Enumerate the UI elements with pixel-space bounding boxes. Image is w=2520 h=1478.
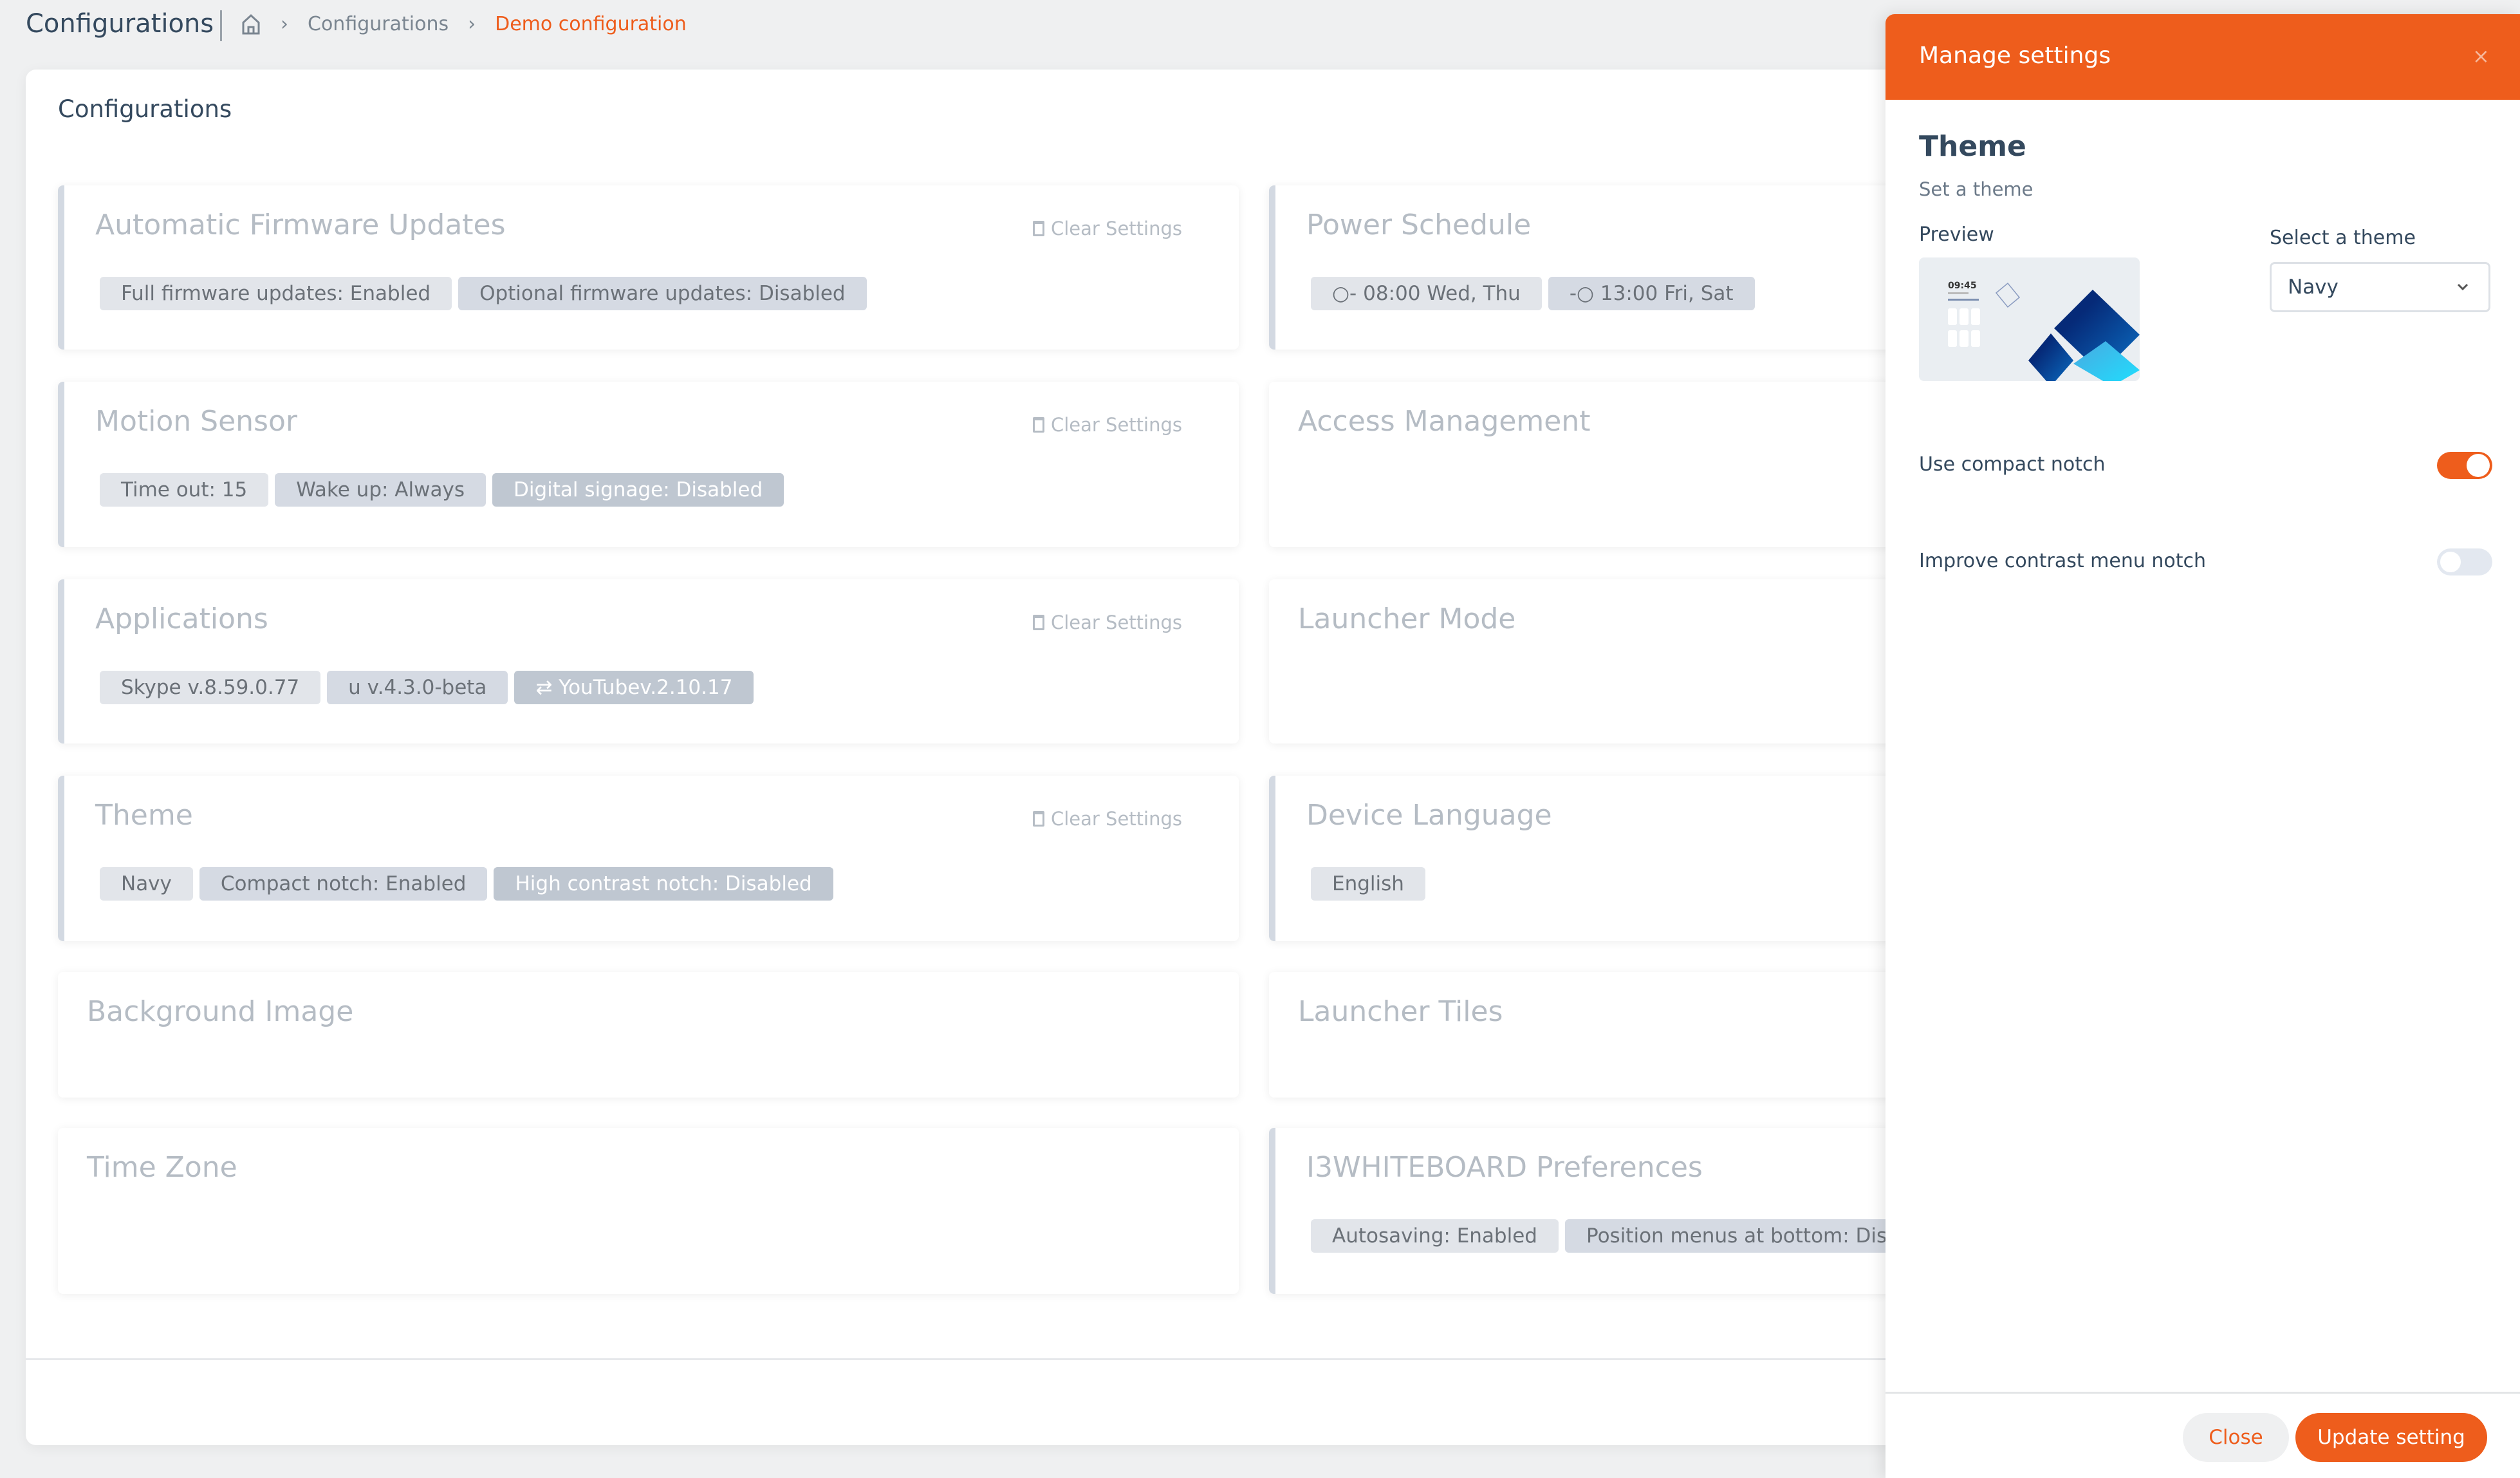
setting-tag: ⇄ YouTubev.2.10.17	[514, 671, 754, 704]
drawer-header	[1885, 14, 2520, 100]
config-card[interactable]: Theme Clear Settings Navy Compact notch: En…	[58, 776, 1239, 941]
contrast-notch-label: Improve contrast menu notch	[1919, 550, 2207, 572]
setting-tag: Autosaving: Enabled	[1311, 1219, 1559, 1253]
theme-select-value: Navy	[2288, 276, 2339, 299]
breadcrumb: › Configurations › Demo configuration	[241, 13, 687, 35]
update-setting-button[interactable]: Update setting	[2295, 1413, 2487, 1462]
theme-preview-image: 09:45	[1919, 257, 2140, 381]
clear-settings-label: Clear Settings	[1050, 414, 1182, 436]
tag-list: Full firmware updates: Enabled Optional f…	[100, 277, 867, 310]
config-card[interactable]: Automatic Firmware Updates Clear Settings…	[58, 185, 1239, 350]
chevron-down-icon	[2457, 283, 2469, 291]
clear-settings-button[interactable]: Clear Settings	[1032, 808, 1182, 830]
clear-settings-button[interactable]: Clear Settings	[1032, 218, 1182, 239]
compact-notch-toggle[interactable]	[2437, 452, 2492, 479]
config-card[interactable]: Applications Clear Settings Skype v.8.59.0…	[58, 579, 1239, 744]
panel-heading: Configurations	[58, 95, 232, 123]
card-title: Motion Sensor	[95, 405, 297, 438]
clear-settings-button[interactable]: Clear Settings	[1032, 414, 1182, 436]
setting-tag: -○ 13:00 Fri, Sat	[1548, 277, 1755, 310]
trash-icon	[1032, 811, 1044, 827]
setting-tag: u v.4.3.0-beta	[327, 671, 508, 704]
setting-tag: Wake up: Always	[275, 473, 486, 507]
divider	[26, 1358, 1885, 1360]
setting-tag: Full firmware updates: Enabled	[100, 277, 452, 310]
clear-settings-label: Clear Settings	[1050, 218, 1182, 239]
tag-list: English	[1311, 867, 1425, 901]
card-title: Launcher Tiles	[1298, 995, 1503, 1028]
select-theme-label: Select a theme	[2270, 227, 2416, 249]
home-icon[interactable]	[241, 14, 261, 35]
trash-icon	[1032, 221, 1044, 236]
setting-tag: Compact notch: Enabled	[199, 867, 488, 901]
page-title: Configurations	[26, 9, 214, 39]
contrast-notch-toggle[interactable]	[2437, 548, 2492, 575]
card-title: Applications	[95, 603, 268, 635]
close-button[interactable]: Close	[2183, 1413, 2289, 1462]
setting-tag: ○- 08:00 Wed, Thu	[1311, 277, 1542, 310]
breadcrumb-configurations[interactable]: Configurations	[308, 13, 449, 35]
close-icon[interactable]: ×	[2472, 44, 2490, 68]
config-card[interactable]: Time Zone	[58, 1128, 1239, 1294]
title-divider	[220, 10, 222, 41]
setting-tag: Optional firmware updates: Disabled	[458, 277, 867, 310]
card-title: I3WHITEBOARD Preferences	[1306, 1151, 1703, 1184]
tag-list: Navy Compact notch: Enabled High contrast …	[100, 867, 833, 901]
setting-tag: Digital signage: Disabled	[492, 473, 784, 507]
card-title: Device Language	[1306, 799, 1552, 832]
tag-list: Autosaving: Enabled Position menus at bot…	[1311, 1219, 1964, 1253]
theme-select[interactable]: Navy	[2270, 262, 2490, 312]
compact-notch-label: Use compact notch	[1919, 453, 2106, 476]
breadcrumb-separator: ›	[468, 13, 476, 35]
card-title: Background Image	[87, 995, 354, 1028]
setting-tag: Skype v.8.59.0.77	[100, 671, 321, 704]
clear-settings-button[interactable]: Clear Settings	[1032, 612, 1182, 633]
card-title: Time Zone	[87, 1151, 237, 1184]
preview-time: 09:45	[1948, 281, 1977, 291]
trash-icon	[1032, 417, 1044, 433]
setting-tag: High contrast notch: Disabled	[494, 867, 833, 901]
setting-tag: Time out: 15	[100, 473, 269, 507]
tag-list: Skype v.8.59.0.77 u v.4.3.0-beta ⇄ YouTube…	[100, 671, 754, 704]
card-title: Automatic Firmware Updates	[95, 209, 506, 241]
config-card[interactable]: Motion Sensor Clear Settings Time out: 15 W…	[58, 382, 1239, 547]
tag-list: ○- 08:00 Wed, Thu -○ 13:00 Fri, Sat	[1311, 277, 1755, 310]
drawer-title: Manage settings	[1919, 42, 2111, 69]
tag-list: Time out: 15 Wake up: Always Digital signa…	[100, 473, 784, 507]
card-title: Power Schedule	[1306, 209, 1532, 241]
config-card[interactable]: Background Image	[58, 972, 1239, 1098]
card-title: Launcher Mode	[1298, 603, 1516, 635]
section-title: Theme	[1919, 130, 2026, 163]
card-title: Access Management	[1298, 405, 1591, 438]
manage-settings-drawer: Manage settings × Theme Set a theme Prev…	[1885, 14, 2520, 1478]
setting-tag: Navy	[100, 867, 193, 901]
breadcrumb-separator: ›	[281, 13, 288, 35]
trash-icon	[1032, 615, 1044, 630]
preview-label: Preview	[1919, 223, 1994, 246]
card-title: Theme	[95, 799, 193, 832]
footer-divider	[1885, 1392, 2520, 1394]
clear-settings-label: Clear Settings	[1050, 612, 1182, 633]
breadcrumb-current: Demo configuration	[495, 13, 687, 35]
clear-settings-label: Clear Settings	[1050, 808, 1182, 830]
setting-tag: English	[1311, 867, 1425, 901]
section-subtitle: Set a theme	[1919, 178, 2034, 200]
